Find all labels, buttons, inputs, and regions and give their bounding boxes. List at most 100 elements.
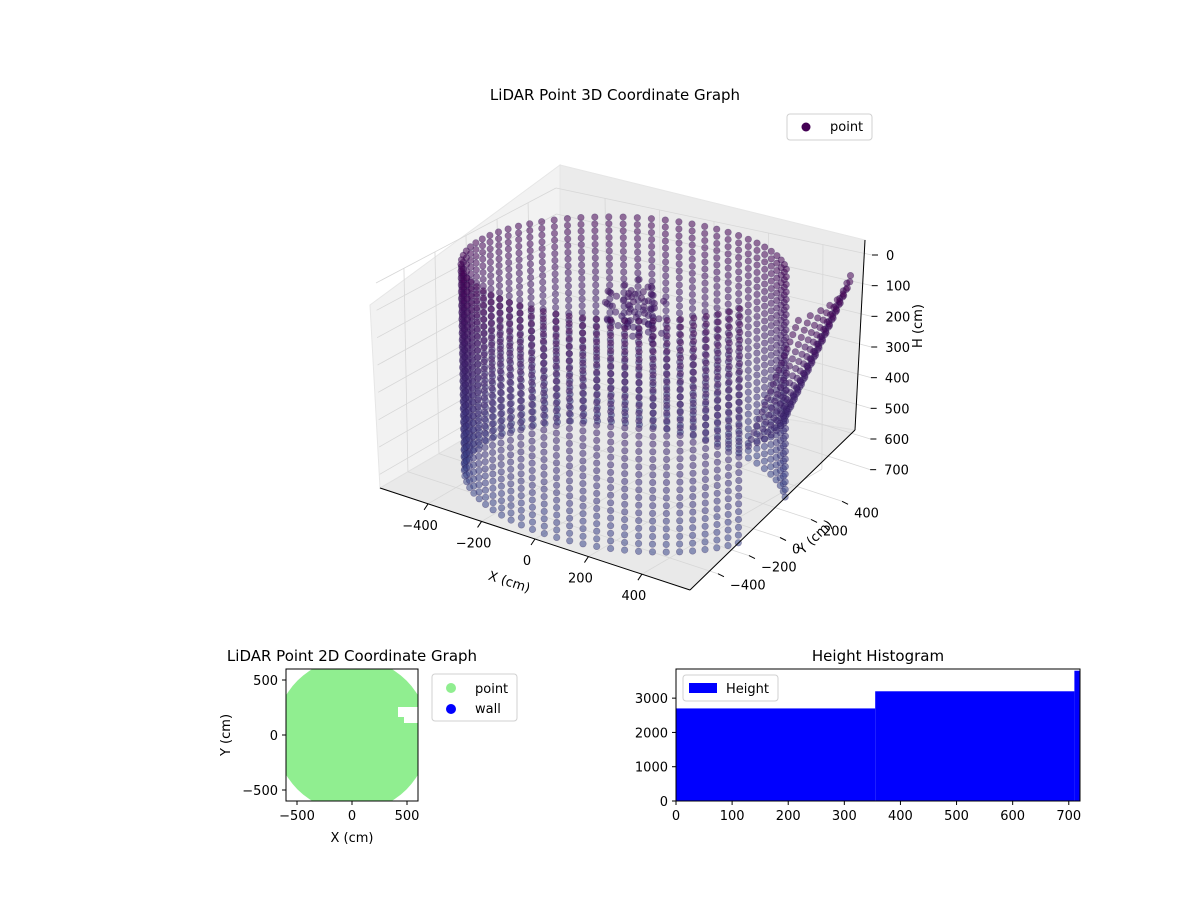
point-marker bbox=[487, 334, 496, 342]
point-marker bbox=[776, 383, 785, 391]
point-marker bbox=[528, 422, 536, 431]
point-marker bbox=[714, 334, 722, 342]
point-marker bbox=[578, 288, 586, 296]
point-marker bbox=[517, 433, 525, 441]
point-marker bbox=[506, 385, 514, 394]
point-marker bbox=[552, 325, 560, 333]
point-marker bbox=[760, 442, 769, 451]
point-marker bbox=[565, 477, 574, 485]
point-marker bbox=[591, 240, 599, 248]
point-marker bbox=[744, 286, 752, 294]
point-marker bbox=[826, 301, 834, 310]
point-marker bbox=[724, 471, 733, 480]
point-marker bbox=[676, 524, 684, 533]
point-marker bbox=[781, 463, 789, 471]
point-marker bbox=[724, 487, 732, 495]
point-marker bbox=[675, 246, 683, 254]
chart-3d-title: LiDAR Point 3D Coordinate Graph bbox=[490, 86, 740, 104]
point-marker bbox=[753, 378, 761, 387]
point-marker bbox=[676, 377, 685, 386]
point-marker bbox=[621, 378, 629, 386]
point-marker bbox=[735, 461, 743, 469]
point-marker bbox=[767, 344, 775, 352]
point-marker bbox=[649, 448, 657, 456]
point-marker bbox=[649, 378, 657, 387]
point-marker bbox=[621, 386, 629, 394]
point-marker bbox=[607, 415, 615, 423]
point-marker bbox=[744, 454, 753, 462]
point-marker bbox=[725, 323, 734, 332]
point-marker bbox=[565, 402, 573, 410]
point-marker bbox=[605, 274, 614, 282]
legend-2d-label-wall: wall bbox=[475, 702, 501, 717]
point-marker bbox=[591, 233, 599, 242]
point-marker bbox=[565, 357, 573, 365]
point-marker bbox=[767, 351, 775, 359]
point-marker bbox=[649, 417, 657, 425]
point-marker bbox=[775, 366, 783, 374]
point-marker bbox=[795, 357, 803, 366]
point-marker bbox=[621, 332, 629, 340]
point-marker bbox=[552, 340, 560, 348]
point-marker bbox=[701, 507, 709, 515]
x-tick-3d bbox=[423, 503, 429, 511]
point-marker bbox=[495, 255, 503, 263]
point-marker bbox=[744, 264, 752, 273]
point-marker bbox=[689, 500, 697, 509]
point-marker bbox=[649, 386, 657, 394]
point-marker bbox=[701, 452, 710, 460]
point-marker bbox=[528, 481, 536, 489]
notch-gap bbox=[398, 707, 418, 717]
point-marker bbox=[527, 342, 536, 350]
point-marker bbox=[619, 227, 627, 235]
point-marker bbox=[478, 242, 487, 250]
point-marker bbox=[635, 340, 643, 348]
point-marker bbox=[579, 532, 587, 540]
point-marker bbox=[647, 229, 656, 237]
point-marker bbox=[606, 468, 615, 477]
point-marker bbox=[760, 383, 769, 392]
point-marker bbox=[552, 481, 561, 489]
point-marker bbox=[782, 303, 790, 311]
point-marker bbox=[767, 336, 775, 345]
point-marker bbox=[506, 349, 514, 357]
chart-3d: LiDAR Point 3D Coordinate Graph −400 −200… bbox=[369, 86, 926, 604]
point-marker bbox=[760, 361, 769, 369]
point-marker bbox=[782, 273, 790, 281]
point-marker bbox=[753, 393, 761, 401]
point-marker bbox=[661, 237, 670, 245]
point-marker bbox=[735, 453, 743, 461]
point-marker bbox=[527, 294, 535, 302]
point-marker bbox=[780, 352, 789, 360]
point-marker bbox=[714, 365, 722, 373]
point-marker bbox=[593, 512, 601, 520]
y-tick-label-2d: −500 bbox=[242, 784, 278, 799]
point-marker bbox=[591, 274, 600, 282]
point-marker bbox=[675, 267, 683, 275]
point-marker bbox=[579, 427, 587, 435]
point-marker bbox=[607, 392, 615, 401]
point-marker bbox=[621, 454, 629, 463]
point-marker bbox=[767, 329, 775, 337]
point-marker bbox=[662, 502, 671, 510]
point-marker bbox=[724, 534, 732, 542]
point-marker bbox=[753, 356, 761, 365]
point-marker bbox=[744, 294, 752, 302]
point-marker bbox=[621, 401, 629, 409]
point-marker bbox=[552, 451, 561, 460]
point-marker bbox=[761, 250, 769, 259]
point-marker bbox=[701, 293, 709, 302]
point-marker bbox=[489, 499, 497, 507]
point-marker bbox=[480, 379, 488, 388]
grid-line-z-right bbox=[555, 187, 873, 256]
point-marker bbox=[506, 342, 514, 350]
z-tick-label-3d: 300 bbox=[885, 341, 910, 356]
point-marker bbox=[782, 265, 790, 273]
histogram-bar bbox=[875, 691, 1075, 801]
point-marker bbox=[633, 248, 642, 256]
point-marker bbox=[753, 254, 761, 262]
point-marker bbox=[744, 374, 752, 382]
point-marker bbox=[550, 236, 559, 244]
point-marker bbox=[474, 431, 483, 439]
point-marker bbox=[553, 526, 561, 534]
